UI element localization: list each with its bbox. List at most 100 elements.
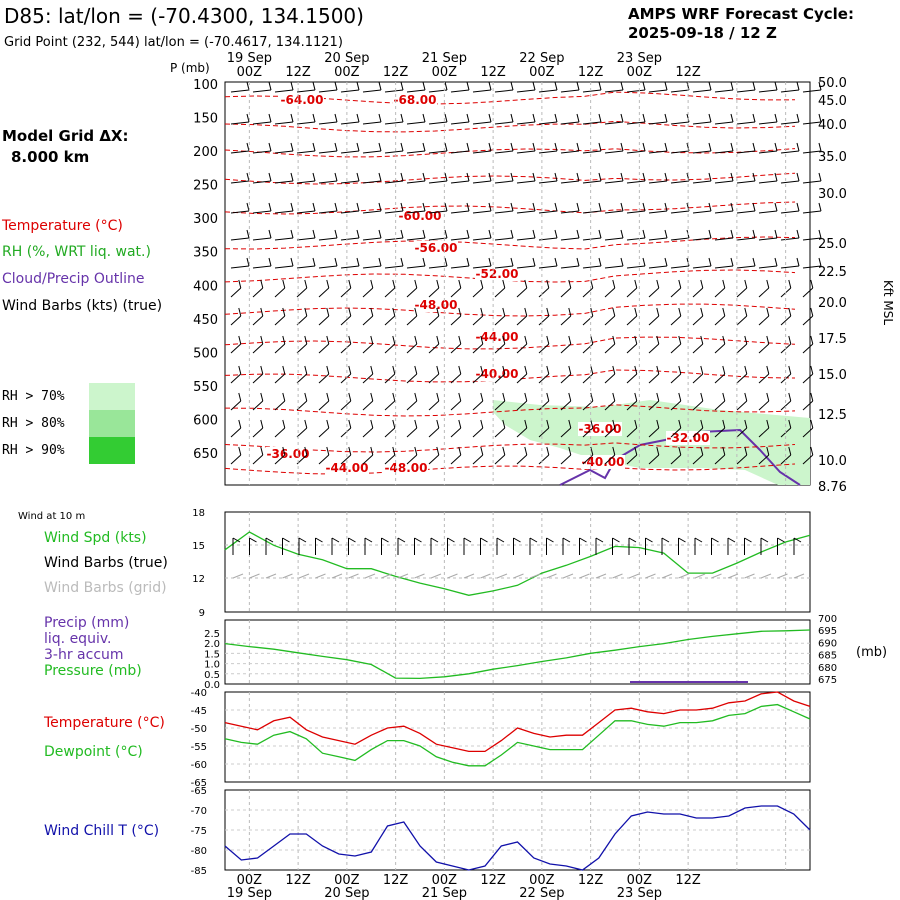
wind-barb-0-25	[780, 89, 800, 93]
wind-barb-1-3	[296, 121, 316, 125]
wind-barb-flag-1-25	[796, 113, 800, 123]
wind-barb-11-5	[340, 400, 352, 411]
wind-barb-flag-3-26	[818, 172, 822, 182]
surface-barb-grid-14	[463, 573, 475, 579]
wind-barb-10-11	[472, 373, 484, 384]
wind-barb-3-8	[406, 180, 426, 184]
wind-barb-flag-10-1	[260, 365, 264, 375]
wind-barb-flag-10-6	[370, 365, 374, 375]
wind-barb-13-21	[692, 454, 704, 465]
wind-barb-7-8	[406, 287, 418, 298]
surface-barb-grid-34	[793, 573, 805, 579]
wind-barb-1-11	[472, 121, 492, 125]
wind-barb-8-26	[802, 315, 814, 326]
wind-barb-11-15	[560, 400, 572, 411]
wind-barb-flag-5-8	[422, 229, 426, 239]
wind-barb-flag-12-18	[634, 419, 638, 429]
wind-barb-2-20	[670, 150, 690, 154]
wind-barb-8-21	[692, 315, 704, 326]
wind-barb-flag-3-5	[356, 172, 360, 182]
wind-barb-7-5	[340, 287, 352, 298]
pressure-tick-0: 100	[193, 78, 218, 93]
wind-barb-flag-10-21	[700, 365, 704, 375]
wind-barb-flag-10-19	[656, 365, 660, 375]
wind-barb-flag-9-14	[546, 335, 550, 345]
wind-barb-flag-0-8	[422, 81, 426, 91]
wind-barb-9-8	[406, 343, 418, 354]
dewpoint-label: Dewpoint (°C)	[44, 744, 143, 760]
wind-barb-flag-11-15	[568, 392, 572, 402]
wind-barb-flag-2-7	[400, 142, 404, 152]
surface-barb-grid-4	[298, 573, 310, 579]
wind-barb-flag-3-25	[796, 172, 800, 182]
wind-barb-0-6	[362, 89, 382, 93]
wind-barb-9-0	[230, 343, 242, 354]
wind-barb-flag-0-14	[554, 81, 558, 91]
wind-barb-flag-10-17	[612, 365, 616, 375]
wind-barb-2-9	[428, 150, 448, 154]
wind-barb-3-9	[428, 180, 448, 184]
wind-barb-flag-12-2	[282, 419, 286, 429]
wind-barb-7-26	[802, 287, 814, 298]
wind-barb-13-3	[296, 454, 308, 465]
wind-barb-13-4	[318, 454, 330, 465]
surface-barb-true-flag-7	[348, 537, 356, 543]
top-date-label-1: 20 Sep	[324, 51, 369, 66]
surface-barb-grid-17	[513, 573, 524, 579]
temp-label-bg-5	[414, 298, 458, 312]
wind-barb-flag-9-7	[392, 335, 396, 345]
wind-barb-flag-6-6	[378, 257, 382, 267]
wind-barb-flag-13-18	[634, 446, 638, 456]
top-date-label-4: 23 Sep	[617, 51, 662, 66]
wind-barb-1-14	[538, 121, 558, 125]
wind-barb-flag-5-23	[752, 229, 756, 239]
wind-barb-flag-3-16	[598, 172, 602, 182]
wind-barb-1-7	[384, 121, 404, 125]
wind-barb-flag-10-12	[502, 365, 506, 375]
wind-barb-0-2	[274, 89, 294, 93]
temp-contour-label-6: -44.00	[476, 330, 519, 344]
model-grid-value: 8.000 km	[11, 148, 89, 166]
wind-barb-1-22	[714, 121, 734, 125]
top-date-label-2: 21 Sep	[422, 51, 467, 66]
wind-barb-flag-10-15	[568, 365, 572, 375]
temp-contour-label-7: -40.00	[476, 367, 519, 381]
wind-barb-10-12	[494, 373, 506, 384]
wind-barb-2-1	[252, 150, 272, 154]
wind-barb-flag-7-25	[788, 279, 792, 289]
wind-barb-7-24	[758, 287, 770, 298]
wind-barb-flag-5-5	[356, 229, 360, 239]
wind-barb-flag-13-13	[524, 446, 528, 456]
wind-barb-10-4	[318, 373, 330, 384]
wind-barb-flag-8-5	[348, 307, 352, 317]
wind-barb-flag-9-8	[414, 335, 418, 345]
wind-barb-flag-7-15	[568, 279, 572, 289]
wind-barb-flag-13-0	[238, 446, 242, 456]
wind-y-tick-1: 15	[192, 541, 205, 552]
surface-barb-true-flag-0	[232, 537, 241, 543]
wind-barb-flag-11-25	[788, 392, 792, 402]
wind-barb-8-18	[626, 315, 638, 326]
wind-barb-flag-13-10	[458, 446, 462, 456]
top-time-tick-2: 00Z	[334, 65, 360, 80]
wind-barb-flag-4-9	[444, 202, 448, 212]
wind-barb-12-15	[560, 427, 572, 438]
wind-barb-6-16	[582, 265, 602, 269]
wind-barb-12-13	[516, 427, 528, 438]
wind-barb-1-12	[494, 121, 514, 125]
wind-barb-flag-10-7	[392, 365, 396, 375]
wind-barb-flag-6-26	[818, 257, 822, 267]
surface-barb-true-flag-3	[282, 537, 290, 543]
wind-barb-13-11	[472, 454, 484, 465]
wind-barb-9-14	[538, 343, 550, 354]
wind-barb-flag-13-22	[722, 446, 726, 456]
wind-barb-flag-10-11	[480, 365, 484, 375]
wind-barb-flag-9-16	[590, 335, 594, 345]
wind-barb-9-10	[450, 343, 462, 354]
wind-barb-flag-5-25	[796, 229, 800, 239]
wind-barb-flag-11-0	[238, 392, 242, 402]
wind-barb-flag-5-1	[268, 229, 272, 239]
forecast-cycle-time: 2025-09-18 / 12 Z	[628, 24, 777, 42]
wind-barb-flag-6-8	[422, 257, 426, 267]
wind-barb-2-21	[692, 150, 712, 154]
